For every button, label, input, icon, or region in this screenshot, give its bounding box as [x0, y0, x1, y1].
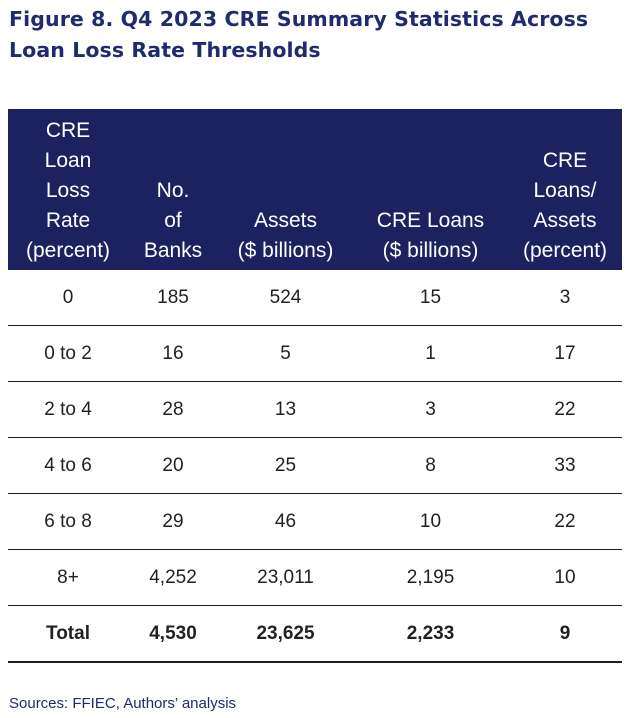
cell-ratio: 9 [508, 605, 622, 663]
cell-assets: 25 [218, 437, 353, 494]
table-row: 0 185 524 15 3 [8, 270, 622, 326]
cell-assets: 46 [218, 493, 353, 550]
cell-cre-loans: 1 [353, 325, 508, 382]
table-row: 2 to 4 28 13 3 22 [8, 381, 622, 438]
header-line: of [164, 209, 182, 232]
figure-title: Figure 8. Q4 2023 CRE Summary Statistics… [9, 7, 589, 62]
header-line: Rate [45, 209, 91, 232]
source-note: Sources: FFIEC, Authors’ analysis [9, 695, 237, 712]
column-header-cre-loans: CRE Loans ($ billions) [353, 109, 508, 270]
header-line: ($ billions) [382, 239, 479, 262]
header-line: Loans/ [533, 179, 597, 202]
table-row: 8+ 4,252 23,011 2,195 10 [8, 549, 622, 606]
cell-banks: 20 [128, 437, 218, 494]
cell-banks: 16 [128, 325, 218, 382]
cell-banks: 4,530 [128, 605, 218, 663]
column-header-assets: Assets ($ billions) [218, 109, 353, 270]
column-header-banks: No. of Banks [128, 109, 218, 270]
table-row: 0 to 2 16 5 1 17 [8, 325, 622, 382]
cell-cre-loans: 3 [353, 381, 508, 438]
cell-ratio: 22 [508, 381, 622, 438]
cell-banks: 29 [128, 493, 218, 550]
cell-assets: 13 [218, 381, 353, 438]
table-body: 0 185 524 15 3 0 to 2 16 5 1 17 2 to 4 28 13 3 22 4 to … [8, 270, 622, 663]
total-row: Total 4,530 23,625 2,233 9 [8, 605, 622, 663]
cell-rate: 8+ [8, 549, 128, 606]
header-row: CRE Loan Loss Rate (percent) No. of Banks Assets… [8, 109, 622, 270]
cell-ratio: 17 [508, 325, 622, 382]
cell-ratio: 3 [508, 270, 622, 326]
cell-banks: 28 [128, 381, 218, 438]
cell-cre-loans: 8 [353, 437, 508, 494]
cell-rate: 2 to 4 [8, 381, 128, 438]
header-line: No. [156, 179, 190, 202]
table-row: 6 to 8 29 46 10 22 [8, 493, 622, 550]
cell-ratio: 10 [508, 549, 622, 606]
cell-banks: 185 [128, 270, 218, 326]
header-line: CRE [45, 119, 91, 142]
cell-ratio: 22 [508, 493, 622, 550]
header-line: Banks [143, 239, 203, 262]
cell-banks: 4,252 [128, 549, 218, 606]
cell-rate: 0 to 2 [8, 325, 128, 382]
column-header-ratio: CRE Loans/Assets (percent) [508, 109, 622, 270]
cell-cre-loans: 2,233 [353, 605, 508, 663]
header-line: (percent) [25, 239, 111, 262]
table-row: 4 to 6 20 25 8 33 [8, 437, 622, 494]
column-header-rate: CRE Loan Loss Rate (percent) [8, 109, 128, 270]
table-header: CRE Loan Loss Rate (percent) No. of Banks Assets… [8, 109, 622, 270]
cell-assets: 23,011 [218, 549, 353, 606]
header-line: CRE [542, 149, 588, 172]
cell-rate: Total [8, 605, 128, 663]
header-line: Loss [45, 179, 91, 202]
summary-table: CRE Loan Loss Rate (percent) No. of Banks Assets… [8, 109, 622, 663]
cell-rate: 0 [8, 270, 128, 326]
header-line: Assets [253, 209, 318, 232]
cell-assets: 23,625 [218, 605, 353, 663]
header-line: ($ billions) [237, 239, 334, 262]
header-line: Loan [44, 149, 92, 172]
cell-cre-loans: 10 [353, 493, 508, 550]
cell-rate: 6 to 8 [8, 493, 128, 550]
cell-cre-loans: 15 [353, 270, 508, 326]
header-line: (percent) [522, 239, 608, 262]
header-line: CRE Loans [376, 209, 485, 232]
cell-cre-loans: 2,195 [353, 549, 508, 606]
cell-assets: 524 [218, 270, 353, 326]
cell-assets: 5 [218, 325, 353, 382]
header-line: Assets [533, 209, 597, 232]
cell-ratio: 33 [508, 437, 622, 494]
cell-rate: 4 to 6 [8, 437, 128, 494]
